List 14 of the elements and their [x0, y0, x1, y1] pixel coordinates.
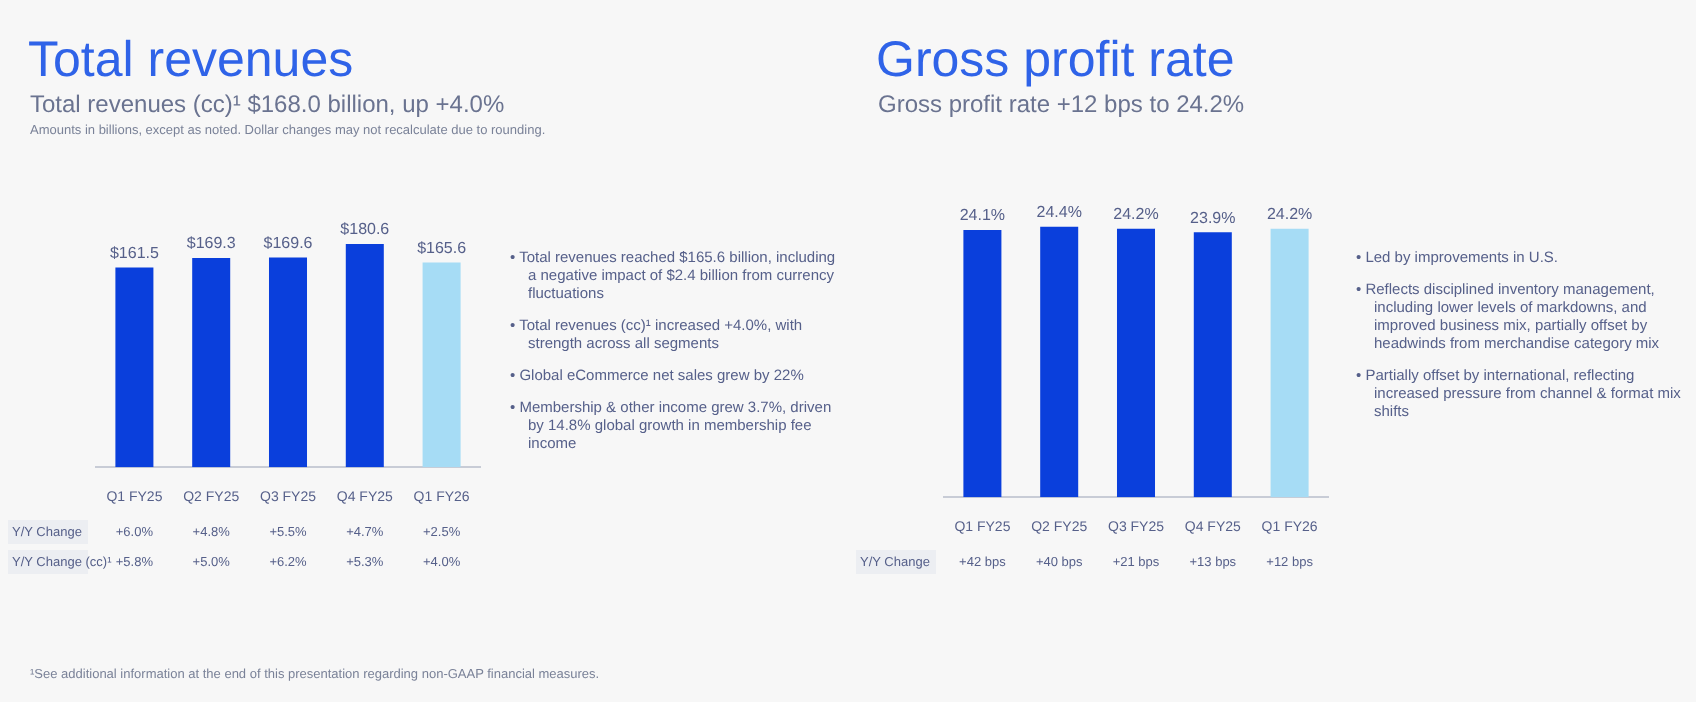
data-label: $169.3: [186, 234, 237, 253]
data-label: $161.5: [109, 243, 160, 262]
chart-title: Gross profit rate: [876, 32, 1235, 90]
data-label: 24.2%: [1266, 205, 1313, 224]
data-label: 24.1%: [959, 206, 1006, 225]
data-label: 24.4%: [1036, 203, 1082, 222]
chart-subtitle: Gross profit rate +12 bps to 24.2%: [878, 90, 1245, 118]
data-label: 24.2%: [1113, 205, 1159, 224]
data-label: $180.6: [340, 220, 391, 239]
data-label: $165.6: [417, 238, 468, 257]
data-label: $169.6: [263, 233, 314, 252]
data-label: 23.9%: [1190, 208, 1236, 227]
chart-title: Total revenues: [28, 32, 354, 90]
chart-subtitle: Total revenues (cc)¹ $168.0 billion, up +4.0%: [30, 90, 505, 118]
